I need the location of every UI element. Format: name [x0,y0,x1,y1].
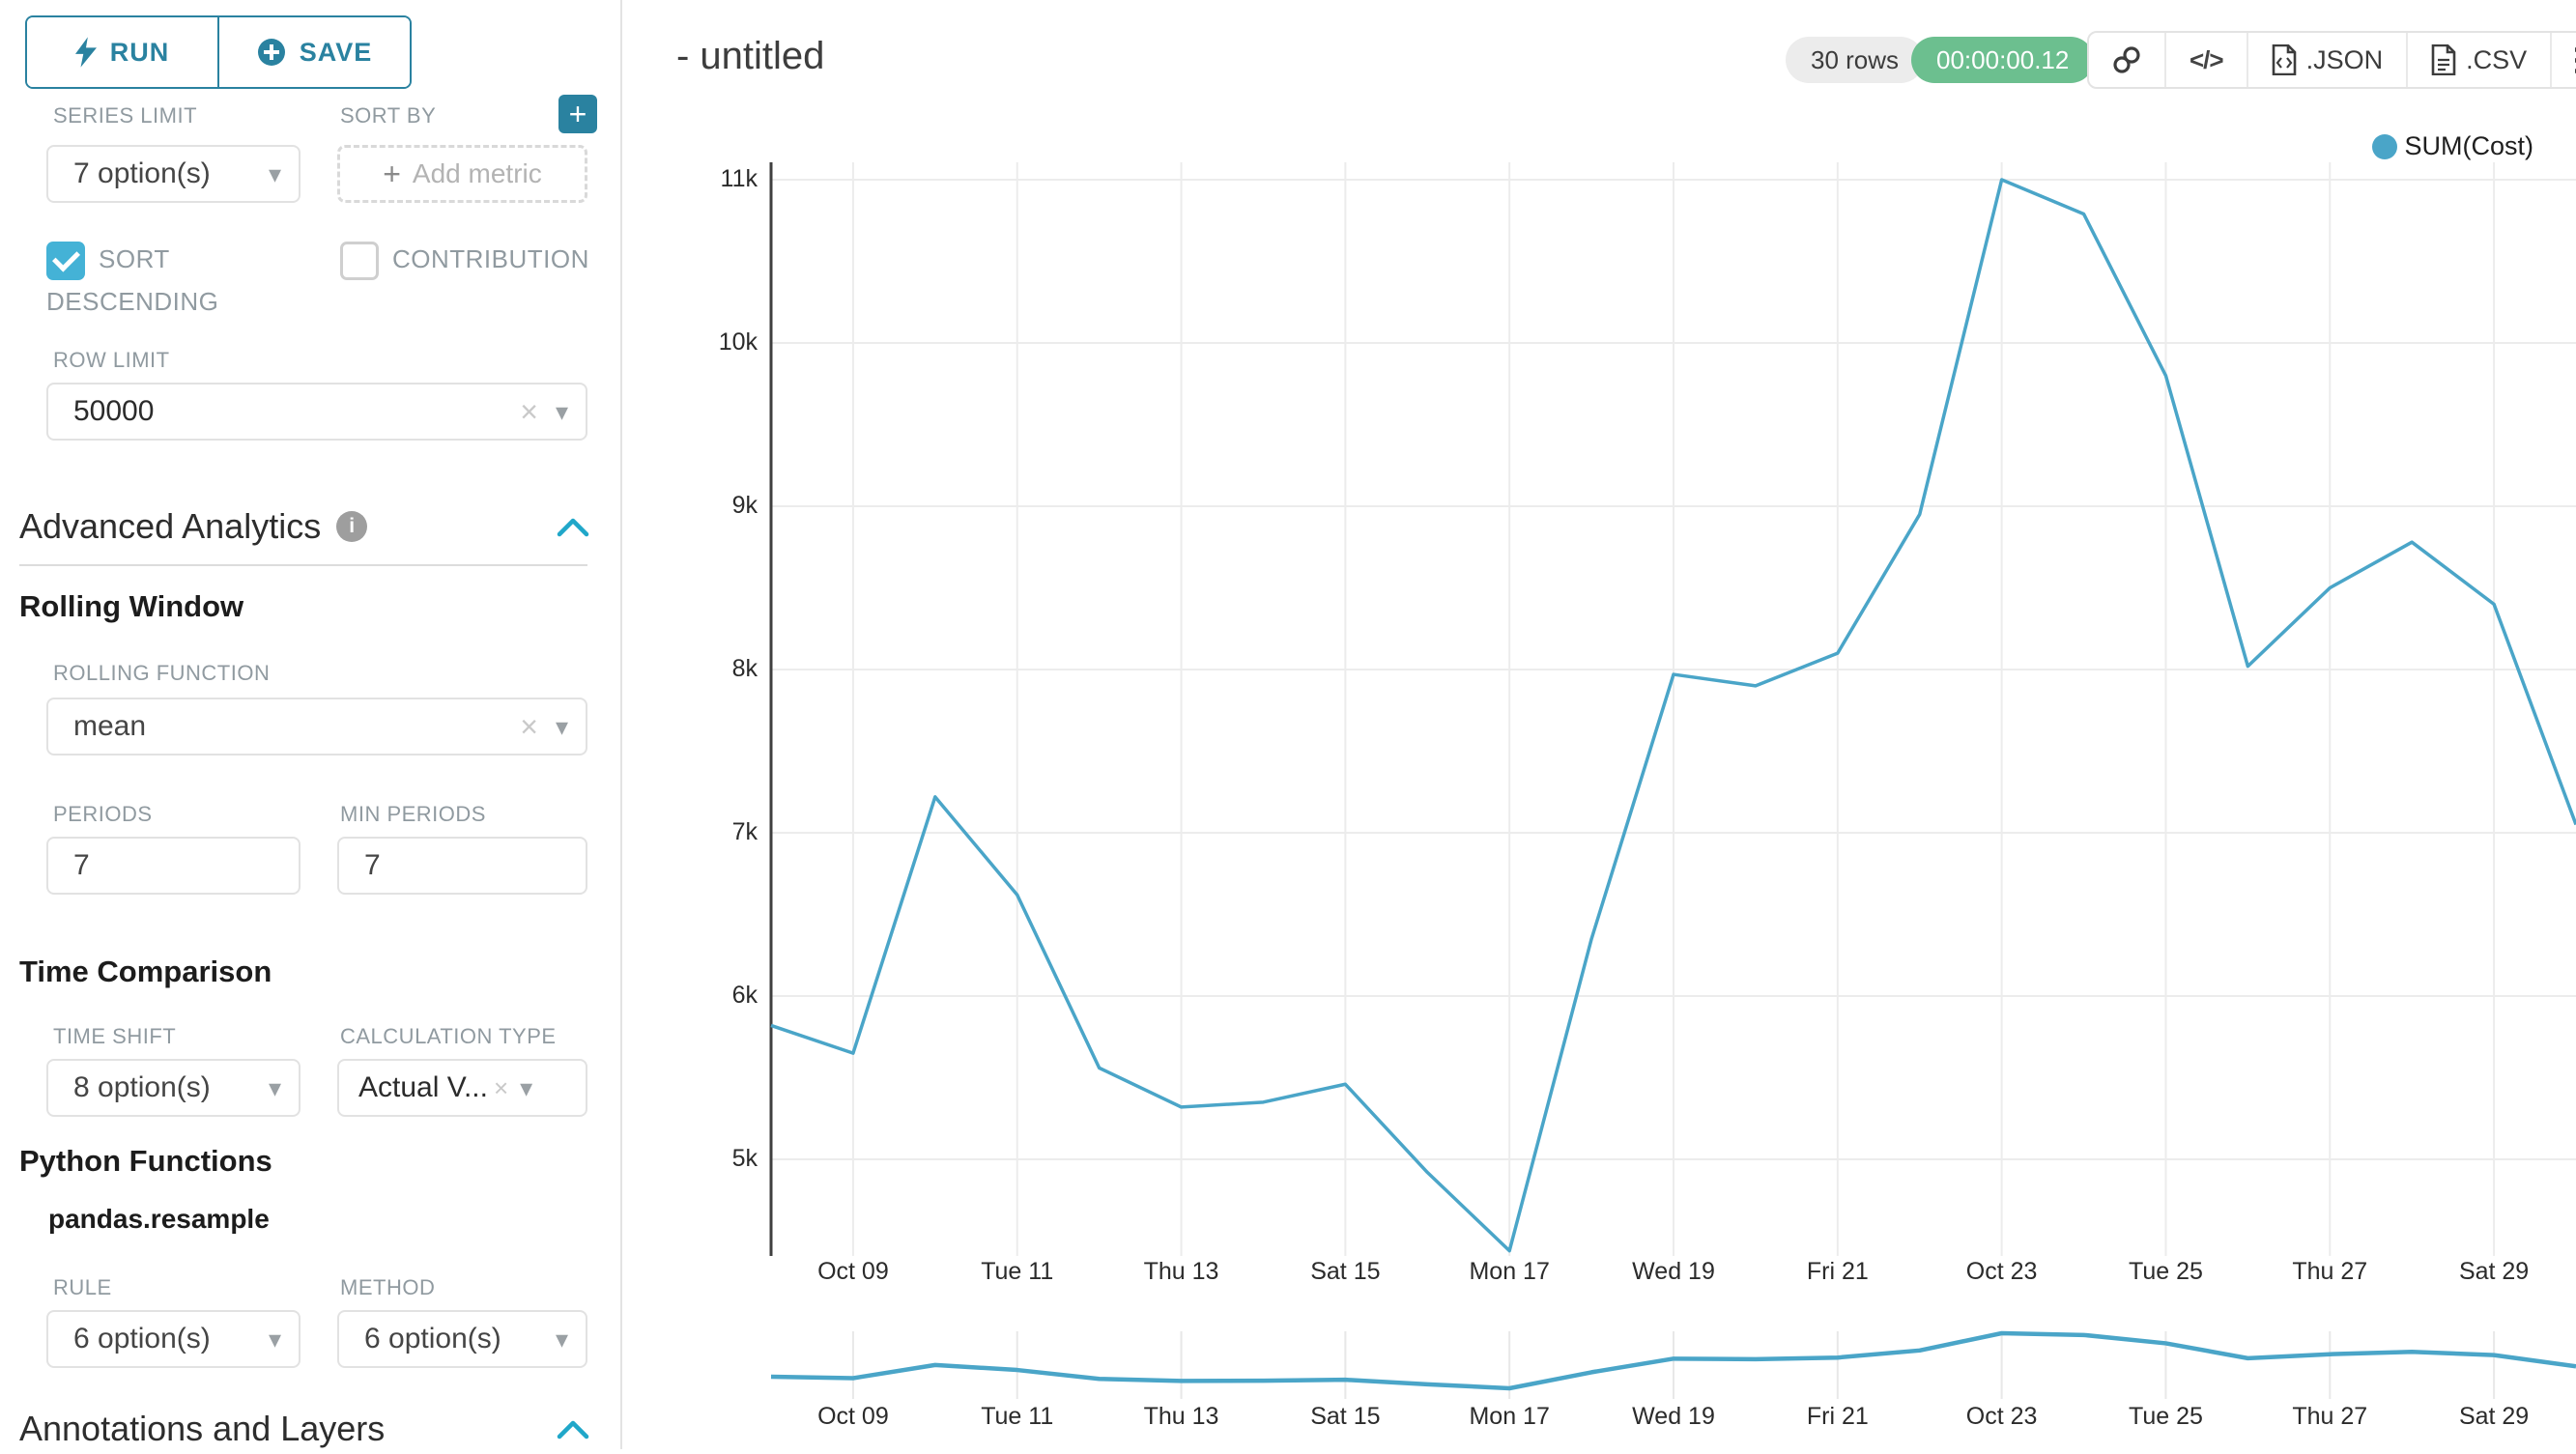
add-sort-metric-button[interactable]: + [558,95,597,133]
sort-descending-label: SORT DESCENDING [46,244,219,317]
calculation-type-select[interactable]: Actual V... × ▾ [337,1059,587,1117]
query-timer-badge: 00:00:00.12 [1911,37,2095,83]
export-csv-label: .CSV [2466,44,2528,74]
series-limit-label: SERIES LIMIT [53,103,198,128]
caret-down-icon: ▾ [268,159,281,188]
chart-legend[interactable]: SUM(Cost) [2371,131,2534,161]
caret-down-icon: ▾ [555,1325,568,1354]
caret-down-icon: ▾ [520,1073,533,1102]
method-value: 6 option(s) [364,1323,501,1354]
periods-value: 7 [73,849,90,881]
row-limit-label: ROW LIMIT [53,348,170,372]
check-icon [52,243,80,272]
caret-down-icon: ▾ [555,397,568,426]
sort-by-add-metric[interactable]: + Add metric [337,145,587,203]
code-icon: </> [2190,44,2224,74]
periods-input[interactable]: 7 [46,837,301,895]
rolling-window-title: Rolling Window [19,589,244,623]
sort-by-label: SORT BY [340,103,437,128]
section-divider [19,564,587,566]
time-shift-select[interactable]: 8 option(s) ▾ [46,1059,301,1117]
clear-icon[interactable]: × [520,709,538,744]
share-link-button[interactable] [2089,33,2164,87]
calculation-type-value: Actual V... [358,1071,488,1103]
chevron-up-icon[interactable] [557,518,589,537]
contribution-control: CONTRIBUTION [340,238,620,281]
run-button-label: RUN [109,37,170,67]
run-save-button-group: RUN SAVE [25,15,412,89]
legend-series-label: SUM(Cost) [2404,131,2534,160]
csv-file-icon [2431,44,2456,75]
series-limit-select[interactable]: 7 option(s) ▾ [46,145,301,203]
contribution-checkbox[interactable] [340,242,379,281]
method-select[interactable]: 6 option(s) ▾ [337,1310,587,1368]
rule-label: RULE [53,1275,112,1299]
row-limit-select[interactable]: 50000 × ▾ [46,383,587,441]
annotations-title: Annotations and Layers [19,1409,386,1448]
sort-descending-checkbox[interactable] [46,242,85,281]
add-metric-placeholder: Add metric [412,158,542,188]
caret-down-icon: ▾ [268,1325,281,1354]
series-limit-value: 7 option(s) [73,157,211,189]
advanced-analytics-title: Advanced Analytics [19,506,322,546]
plus-circle-icon [257,39,285,66]
series-line [770,178,2576,1253]
rolling-function-value: mean [73,710,147,742]
rule-value: 6 option(s) [73,1323,211,1354]
pandas-resample-label: pandas.resample [48,1204,270,1234]
chart-area[interactable] [622,97,2576,1449]
save-button[interactable]: SAVE [219,17,410,87]
caret-down-icon: ▾ [268,1073,281,1102]
sort-descending-control: SORT DESCENDING [46,238,278,323]
rolling-function-select[interactable]: mean × ▾ [46,698,587,756]
chart-menu-button[interactable] [2550,33,2576,87]
embed-code-button[interactable]: </> [2164,33,2247,87]
run-button[interactable]: RUN [27,17,219,87]
row-limit-value: 50000 [73,395,155,427]
rolling-function-label: ROLLING FUNCTION [53,661,271,685]
periods-label: PERIODS [53,802,153,826]
python-functions-title: Python Functions [19,1144,272,1178]
export-json-label: .JSON [2305,44,2384,74]
min-periods-label: MIN PERIODS [340,802,486,826]
lightning-icon [74,37,97,68]
chevron-up-icon[interactable] [557,1420,589,1440]
page-title[interactable]: - untitled [676,35,825,77]
min-periods-input[interactable]: 7 [337,837,587,895]
info-icon[interactable]: i [336,511,368,542]
time-comparison-title: Time Comparison [19,955,272,988]
contribution-label: CONTRIBUTION [392,244,589,273]
mini-series-line [770,1330,2576,1391]
rule-select[interactable]: 6 option(s) ▾ [46,1310,301,1368]
json-file-icon [2272,44,2296,75]
advanced-analytics-header[interactable]: Advanced Analytics i [19,506,368,547]
export-json-button[interactable]: .JSON [2246,33,2407,87]
plus-icon: + [383,156,401,191]
line-chart-svg [769,162,2576,1399]
row-count-badge: 30 rows [1786,37,1925,83]
min-periods-value: 7 [364,849,381,881]
annotations-header[interactable]: Annotations and Layers [19,1409,385,1449]
link-icon [2113,46,2140,73]
plus-icon: + [568,96,587,131]
clear-icon[interactable]: × [520,394,538,429]
export-toolbar: </> .JSON .CSV [2087,31,2576,89]
save-button-label: SAVE [299,37,373,67]
legend-dot-icon [2371,133,2397,159]
control-panel: RUN SAVE SERIES LIMIT SORT BY + 7 option… [0,0,622,1449]
calculation-type-label: CALCULATION TYPE [340,1024,557,1048]
export-csv-button[interactable]: .CSV [2406,33,2550,87]
clear-icon[interactable]: × [493,1073,509,1102]
time-shift-value: 8 option(s) [73,1071,211,1103]
time-shift-label: TIME SHIFT [53,1024,177,1048]
method-label: METHOD [340,1275,436,1299]
caret-down-icon: ▾ [555,712,568,741]
